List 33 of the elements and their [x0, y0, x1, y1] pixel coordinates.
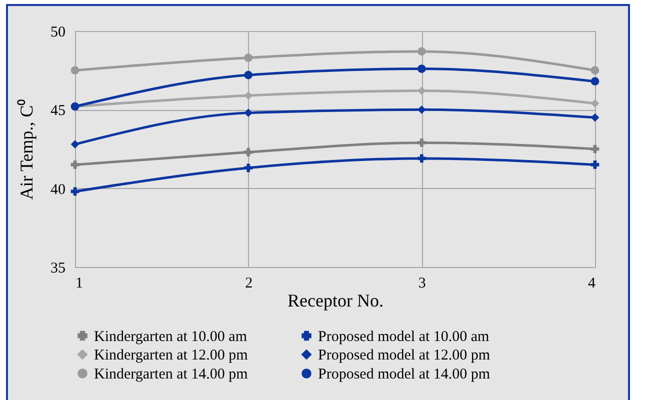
y-axis-title: Air Temp., C⁰	[16, 99, 36, 200]
point	[70, 187, 80, 196]
point	[590, 113, 600, 122]
x-tick-label: 4	[588, 276, 596, 292]
y-tick-label: 40	[50, 182, 66, 198]
legend-label: Proposed model at 14.00 pm	[318, 366, 490, 382]
y-tick-label: 50	[50, 24, 66, 40]
point	[70, 66, 80, 75]
point	[590, 77, 600, 86]
point	[70, 140, 80, 148]
point	[244, 148, 253, 156]
legend-label: Proposed model at 10.00 am	[318, 328, 490, 345]
point	[417, 138, 426, 147]
point	[417, 64, 426, 73]
legend-label: Proposed model at 12.00 pm	[318, 348, 490, 364]
y-tick-label: 35	[50, 260, 66, 276]
point	[417, 47, 426, 56]
legend-label: Kindergarten at 14.00 pm	[94, 366, 248, 382]
point	[590, 99, 600, 108]
point	[590, 160, 600, 169]
point	[70, 160, 80, 169]
x-axis-title: Receptor No.	[288, 290, 384, 310]
point	[244, 54, 253, 62]
x-tick-label: 3	[418, 276, 426, 292]
point	[244, 70, 253, 80]
legend-label: Kindergarten at 12.00 pm	[94, 348, 248, 364]
x-tick-label: 2	[245, 276, 253, 292]
point	[244, 164, 253, 172]
x-tick-label: 1	[76, 276, 83, 292]
point	[590, 66, 600, 75]
point	[417, 154, 426, 163]
y-tick-label: 45	[50, 103, 66, 120]
legend-label: Kindergarten at 10.00 am	[94, 328, 248, 345]
